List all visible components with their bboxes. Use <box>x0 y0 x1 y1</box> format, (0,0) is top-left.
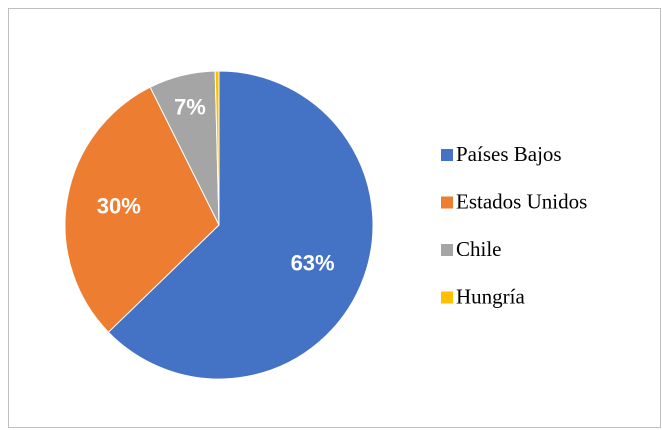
pie-slice <box>214 70 220 226</box>
legend-swatch <box>441 244 453 256</box>
legend-label: Chile <box>456 237 502 261</box>
legend-swatch <box>441 149 453 161</box>
data-label: 30% <box>97 194 141 219</box>
legend-label: Países Bajos <box>456 142 562 166</box>
legend-swatch <box>441 291 453 304</box>
legend-label: Estados Unidos <box>456 189 587 213</box>
legend-label: Hungría <box>456 284 525 308</box>
data-label: 7% <box>174 94 206 119</box>
pie-slice <box>107 70 374 380</box>
data-label: 63% <box>291 250 335 275</box>
legend-swatch <box>441 196 453 209</box>
